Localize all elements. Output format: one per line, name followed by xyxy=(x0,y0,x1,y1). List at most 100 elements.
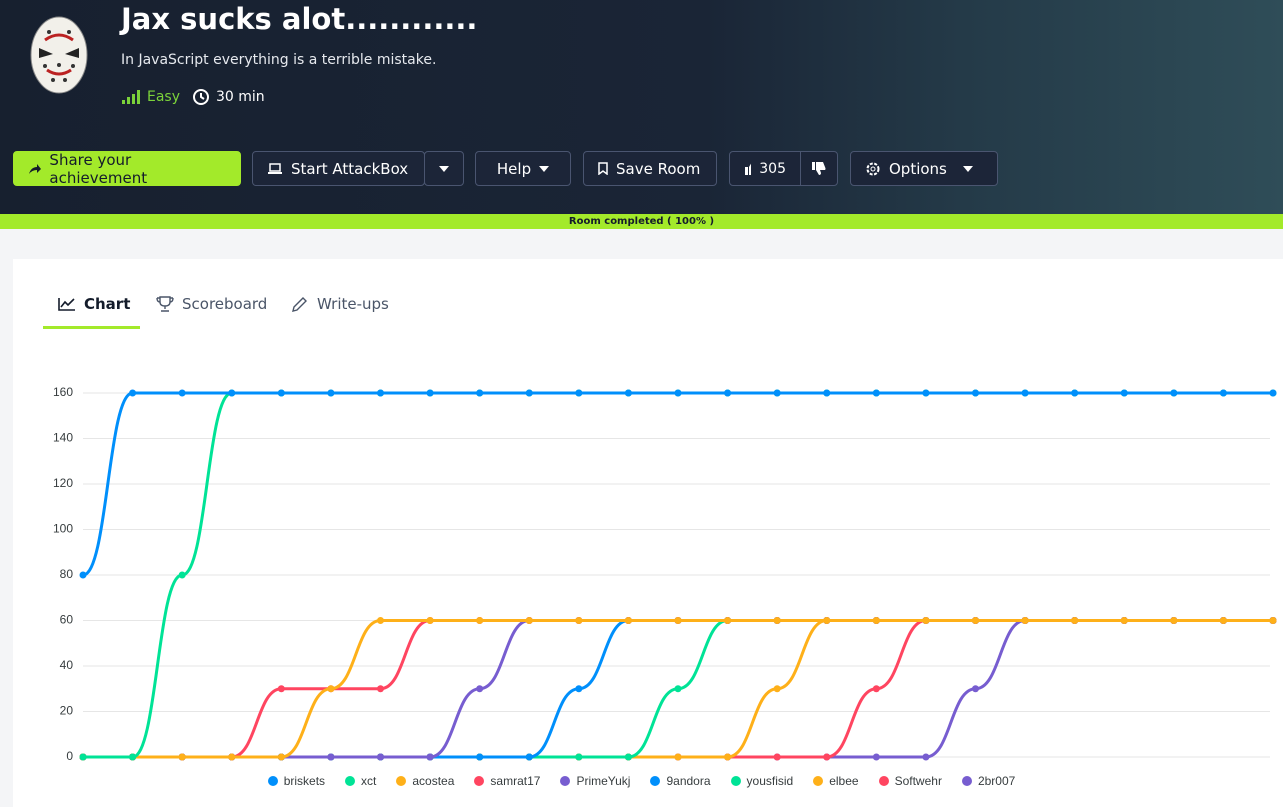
data-point xyxy=(79,753,87,761)
data-point xyxy=(327,389,335,397)
data-point xyxy=(575,389,583,397)
data-point xyxy=(277,685,285,693)
legend-item[interactable]: acostea xyxy=(396,774,454,788)
data-point xyxy=(1269,617,1277,624)
downvote-button[interactable] xyxy=(800,151,838,186)
legend-marker xyxy=(813,776,824,786)
legend-item[interactable]: briskets xyxy=(267,774,325,788)
data-point xyxy=(624,617,632,624)
legend-marker xyxy=(878,776,889,786)
legend-marker xyxy=(474,776,485,786)
legend-item[interactable]: xct xyxy=(345,774,376,788)
data-point xyxy=(575,617,583,624)
clock-icon xyxy=(193,89,210,105)
tab-underline xyxy=(43,326,140,329)
tab-writeups[interactable]: Write-ups xyxy=(291,295,389,313)
data-point xyxy=(327,753,335,761)
button-label: Help xyxy=(496,159,532,178)
tab-chart[interactable]: Chart xyxy=(58,295,130,313)
legend-item[interactable]: Softwehr xyxy=(878,774,942,788)
pen-icon xyxy=(292,297,307,312)
laptop-icon xyxy=(268,162,282,174)
vote-count: 305 xyxy=(759,160,786,177)
options-button[interactable]: Options xyxy=(850,151,998,186)
data-point xyxy=(377,617,384,624)
data-point xyxy=(823,753,831,761)
data-point xyxy=(129,389,137,397)
data-point xyxy=(277,389,285,397)
trophy-icon xyxy=(156,296,174,312)
button-label: Start AttackBox xyxy=(291,159,409,178)
legend-item[interactable]: samrat17 xyxy=(474,774,540,788)
data-point xyxy=(1071,617,1079,624)
data-point xyxy=(724,389,732,397)
data-point xyxy=(129,753,137,761)
legend-label: PrimeYukj xyxy=(576,774,631,788)
data-point xyxy=(1021,389,1029,397)
difficulty-icon xyxy=(122,90,140,104)
legend-label: yousfisid xyxy=(746,774,794,788)
button-label: Share your achievement xyxy=(49,150,148,187)
y-tick-label: 40 xyxy=(60,658,74,672)
tab-label: Chart xyxy=(84,295,131,313)
y-tick-label: 0 xyxy=(66,749,73,763)
room-header: Jax sucks alot............ In JavaScript… xyxy=(0,0,1283,214)
data-point xyxy=(228,753,236,761)
legend-item[interactable]: elbee xyxy=(813,774,859,788)
data-point xyxy=(972,617,979,624)
data-point xyxy=(674,753,682,761)
tab-label: Scoreboard xyxy=(182,295,268,313)
data-point xyxy=(1120,389,1128,397)
room-avatar xyxy=(30,16,88,94)
legend-item[interactable]: yousfisid xyxy=(730,774,794,788)
data-point xyxy=(1219,389,1227,397)
data-point xyxy=(377,753,384,761)
attackbox-button[interactable]: Start AttackBox xyxy=(252,151,425,186)
data-point xyxy=(525,753,533,761)
data-point xyxy=(773,389,781,397)
upvote-button[interactable]: 305 xyxy=(729,151,801,186)
progress-bar: Room completed ( 100% ) xyxy=(0,214,1283,229)
y-tick-label: 20 xyxy=(60,704,74,718)
legend: briskets xct acostea samrat17 PrimeYukj 9ando… xyxy=(0,774,1283,788)
y-tick-label: 100 xyxy=(53,522,73,536)
help-button[interactable]: Help xyxy=(475,151,571,186)
tab-scoreboard[interactable]: Scoreboard xyxy=(156,295,267,313)
data-point xyxy=(178,389,186,397)
legend-marker xyxy=(267,776,278,786)
data-point xyxy=(476,389,484,397)
data-point xyxy=(525,389,533,397)
legend-item[interactable]: PrimeYukj xyxy=(560,774,630,788)
legend-label: xct xyxy=(361,774,377,788)
legend-marker xyxy=(961,776,972,786)
data-point xyxy=(724,617,732,624)
share-button[interactable]: Share your achievement xyxy=(13,150,241,187)
data-point xyxy=(426,389,434,397)
data-point xyxy=(773,753,781,761)
legend-marker xyxy=(345,776,356,786)
data-point xyxy=(178,753,186,761)
thumb-up-icon xyxy=(745,163,752,175)
chart-icon xyxy=(58,298,75,311)
series xyxy=(79,389,1277,579)
data-point xyxy=(922,389,930,397)
data-point xyxy=(1170,389,1178,397)
data-point xyxy=(972,685,979,693)
legend-label: acostea xyxy=(412,774,455,788)
legend-item[interactable]: 2br007 xyxy=(961,774,1015,788)
share-icon xyxy=(29,163,41,174)
data-point xyxy=(525,617,533,624)
data-point xyxy=(624,753,632,761)
attackbox-dropdown[interactable] xyxy=(424,151,464,186)
series xyxy=(79,617,1277,761)
legend-marker xyxy=(560,776,571,786)
data-point xyxy=(1170,617,1178,624)
save-button[interactable]: Save Room xyxy=(583,151,717,186)
legend-item[interactable]: 9andora xyxy=(650,774,711,788)
data-point xyxy=(674,685,682,693)
data-point xyxy=(773,685,781,693)
legend-marker xyxy=(730,776,741,786)
series xyxy=(79,617,1277,761)
legend-label: Softwehr xyxy=(894,774,942,788)
